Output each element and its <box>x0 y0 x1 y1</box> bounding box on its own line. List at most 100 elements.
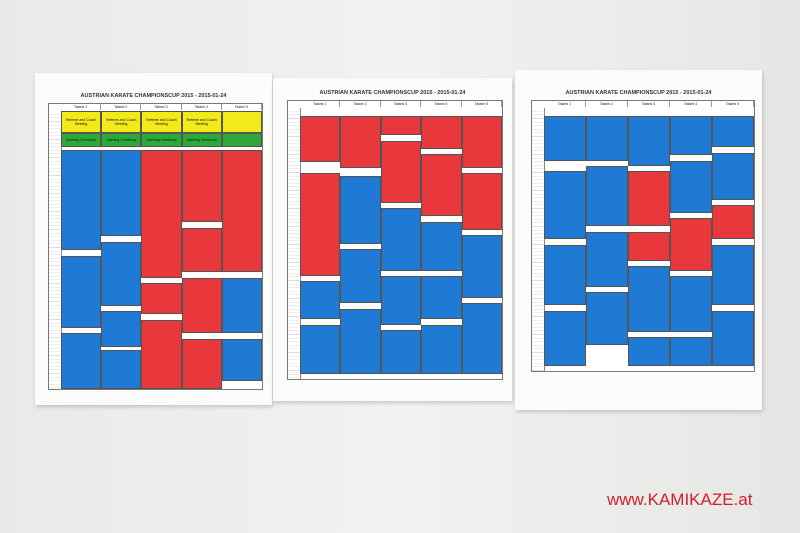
schedule-block <box>101 311 142 348</box>
column-header: Tatami 2 <box>101 104 142 110</box>
column-header: Tatami 2 <box>340 101 381 107</box>
sheet-title: AUSTRIAN KARATE CHAMPIONSCUP 2015 - 2015… <box>565 90 712 96</box>
schedule-table: Tatami 1 Tatami 2 Tatami 3 Tatami 4 Tatami 5 <box>531 100 755 372</box>
schedule-block <box>544 244 586 306</box>
schedule-block <box>421 276 462 320</box>
schedule-block <box>461 116 502 168</box>
schedule-block <box>340 175 381 244</box>
schedule-block <box>380 116 422 136</box>
schedule-block <box>586 115 628 161</box>
schedule-block <box>670 336 712 366</box>
schedule-block <box>181 277 222 334</box>
schedule-block <box>380 276 422 325</box>
schedule-block <box>61 255 102 328</box>
schedule-block <box>670 276 712 332</box>
schedule-block <box>628 265 670 332</box>
schedule-block: Opening Ceremony <box>181 133 222 148</box>
schedule-block <box>221 277 262 334</box>
schedule-block <box>380 330 422 374</box>
schedule-block <box>340 308 381 374</box>
schedule-block <box>421 154 462 217</box>
schedule-block <box>712 152 754 201</box>
schedule-block <box>712 205 754 240</box>
schedule-block <box>141 319 182 389</box>
schedule-block <box>628 171 670 227</box>
schedule-block <box>61 333 102 389</box>
schedule-block <box>380 140 422 203</box>
schedule-block <box>586 231 628 287</box>
schedule-block: Opening Ceremony <box>101 133 142 148</box>
column-header: Tatami 5 <box>462 101 502 107</box>
schedule-block <box>221 111 262 134</box>
column-header: Tatami 4 <box>670 101 712 107</box>
watermark: www.KAMIKAZE.at <box>607 490 753 509</box>
column-header: Tatami 4 <box>182 104 222 110</box>
column-header: Tatami 1 <box>61 104 102 110</box>
schedule-block: Referee and Coach Meeting <box>61 111 102 134</box>
schedule-table: Tatami 1 Tatami 2 Tatami 3 Tatami 4 Tatami 5 <box>287 100 503 380</box>
schedule-block <box>181 227 222 273</box>
schedule-block <box>586 165 628 227</box>
schedule-block <box>380 208 422 271</box>
schedule-block <box>181 338 222 389</box>
time-column <box>532 108 545 371</box>
column-header: Tatami 5 <box>712 101 754 107</box>
schedule-block <box>101 149 142 237</box>
schedule-block <box>628 336 670 366</box>
schedule-block <box>141 149 182 278</box>
schedule-block <box>221 149 262 273</box>
schedule-block <box>628 115 670 166</box>
column-header: Tatami 2 <box>586 101 628 107</box>
schedule-block: Referee and Coach Meeting <box>101 111 142 134</box>
column-header: Tatami 4 <box>421 101 462 107</box>
column-header: Tatami 3 <box>141 104 182 110</box>
column-header: Tatami 1 <box>300 101 341 107</box>
column-header: Tatami 5 <box>222 104 262 110</box>
sheet: AUSTRIAN KARATE CHAMPIONSCUP 2015 - 2015… <box>515 70 762 410</box>
schedule-block <box>221 338 262 381</box>
schedule-block <box>586 292 628 345</box>
column-header: Tatami 3 <box>381 101 422 107</box>
schedule-block <box>670 115 712 156</box>
schedule-block <box>461 303 502 374</box>
schedule-block <box>421 116 462 149</box>
schedule-block <box>712 310 754 366</box>
column-header: Tatami 3 <box>628 101 670 107</box>
schedule-block <box>101 241 142 306</box>
schedule-block <box>421 324 462 374</box>
schedule-block <box>141 283 182 314</box>
sheet-title: AUSTRIAN KARATE CHAMPIONSCUP 2015 - 2015… <box>319 90 466 96</box>
schedule-block: Referee and Coach Meeting <box>181 111 222 134</box>
column-header: Tatami 1 <box>544 101 586 107</box>
schedule-block <box>181 149 222 223</box>
schedule-block <box>340 248 381 304</box>
schedule-block: Opening Ceremony <box>141 133 182 148</box>
schedule-block <box>670 160 712 214</box>
schedule-block <box>670 218 712 272</box>
sheet-title: AUSTRIAN KARATE CHAMPIONSCUP 2015 - 2015… <box>80 93 227 99</box>
schedule-block <box>300 281 341 320</box>
schedule-block <box>340 116 381 168</box>
schedule-block <box>61 149 102 250</box>
schedule-block <box>421 221 462 271</box>
schedule-block <box>300 324 341 374</box>
schedule-block <box>544 171 586 240</box>
sheet: AUSTRIAN KARATE CHAMPIONSCUP 2015 - 2015… <box>273 78 512 401</box>
schedule-block <box>461 173 502 230</box>
schedule-block <box>461 235 502 298</box>
schedule-block: Referee and Coach Meeting <box>141 111 182 134</box>
schedule-block <box>544 115 586 161</box>
schedule-block <box>101 350 142 389</box>
schedule-block: Opening Ceremony <box>61 133 102 148</box>
sheet: AUSTRIAN KARATE CHAMPIONSCUP 2015 - 2015… <box>35 73 272 405</box>
time-column <box>49 111 62 389</box>
schedule-block <box>628 231 670 261</box>
schedule-block <box>221 133 262 148</box>
schedule-block <box>712 244 754 306</box>
schedule-block <box>300 173 341 276</box>
schedule-block <box>712 115 754 148</box>
schedule-block <box>544 310 586 366</box>
schedule-table: Tatami 1 Referee and Coach Meeting Opening… <box>48 103 263 390</box>
schedule-block <box>300 116 341 163</box>
